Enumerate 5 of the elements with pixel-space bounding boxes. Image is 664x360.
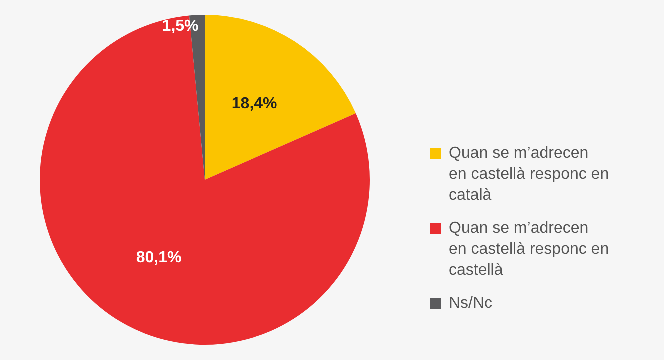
data-label: 80,1%	[136, 250, 182, 267]
legend-label: Ns/Nc	[449, 294, 493, 314]
data-label: 18,4%	[232, 95, 278, 112]
legend-label: Quan se m’adrecen en castellà responc en català	[449, 144, 610, 206]
legend-label: Quan se m’adrecen en castellà responc en castellà	[449, 219, 610, 281]
